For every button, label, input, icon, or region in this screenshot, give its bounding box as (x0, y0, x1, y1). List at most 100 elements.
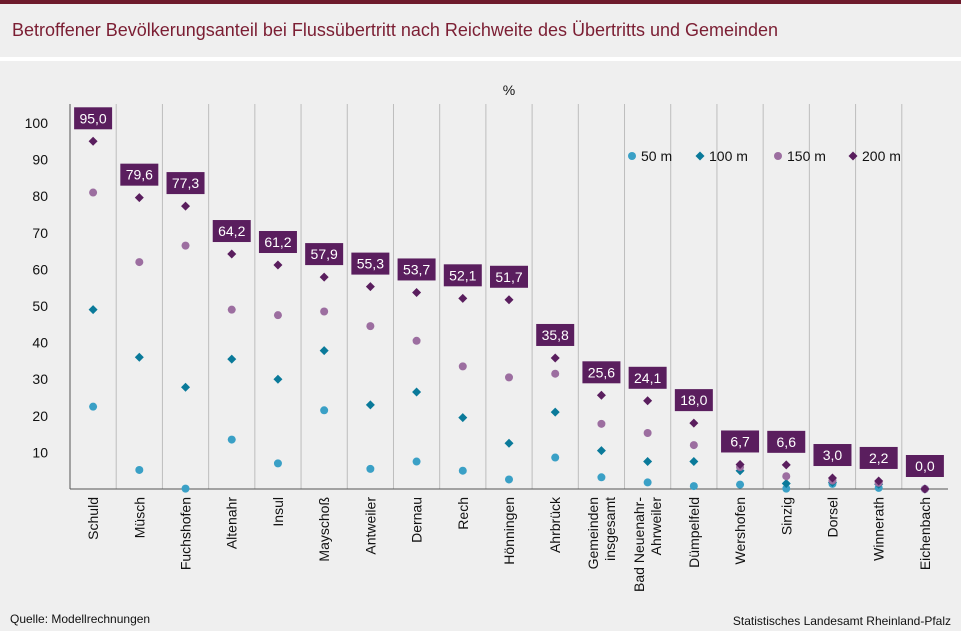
x-tick-label-line: Schuld (85, 497, 101, 540)
data-label: 61,2 (258, 231, 297, 254)
x-tick-label: Dümpelfeld (686, 497, 702, 568)
x-tick-label-line: Antweiler (362, 497, 378, 555)
marker-50m (505, 475, 513, 484)
data-label: 95,0 (74, 107, 113, 130)
data-label-text: 35,8 (542, 327, 569, 343)
x-tick-label: Winnerath (871, 497, 887, 561)
data-label: 2,2 (859, 446, 898, 469)
x-tick-label-line: Müsch (131, 497, 147, 538)
data-label-box (212, 220, 251, 243)
x-tick-label-line: Eichenbach (917, 497, 933, 570)
data-label-box (258, 231, 297, 254)
data-label-text: 51,7 (495, 269, 522, 285)
x-tick-label: Rech (455, 497, 471, 530)
data-label: 35,8 (536, 323, 575, 346)
data-label-text: 6,7 (730, 433, 750, 449)
data-label-box (859, 446, 898, 469)
marker-150m (643, 429, 652, 438)
data-label-box (767, 430, 806, 453)
data-label-box (74, 107, 113, 130)
marker-150m (505, 373, 513, 382)
marker-50m (89, 402, 98, 411)
data-label-box (443, 264, 482, 287)
marker-150m (782, 472, 791, 481)
marker-200m (874, 476, 884, 486)
data-label-box (120, 163, 159, 186)
data-label-box (813, 444, 852, 467)
data-label-text: 55,3 (357, 256, 384, 272)
marker-100m (596, 446, 606, 456)
marker-50m (227, 435, 236, 444)
marker-50m (643, 478, 652, 487)
marker-50m (181, 484, 190, 493)
marker-150m (366, 322, 375, 331)
y-tick-label: 80 (32, 188, 48, 204)
data-label-text: 52,1 (449, 267, 476, 283)
marker-150m (227, 305, 236, 314)
x-tick-label-line: Hönningen (501, 497, 517, 565)
data-label-box (536, 323, 575, 346)
marker-150m (89, 188, 98, 197)
x-tick-label: Gemeinden insgesamt (585, 497, 618, 569)
marker-200m (88, 136, 98, 146)
marker-200m (273, 260, 283, 270)
marker-100m (273, 374, 283, 384)
x-tick-label-line: Bad Neuenahr- (631, 497, 647, 592)
marker-200m (550, 353, 560, 363)
legend-label: 50 m (641, 148, 672, 164)
legend-marker (695, 151, 705, 161)
data-label: 77,3 (166, 172, 205, 195)
x-tick-labels: Schuld Müsch Fuchshofen Altenahr Insul Maysch… (85, 496, 933, 592)
legend-marker (774, 152, 782, 160)
axes (69, 104, 948, 490)
x-tick-label-line: Wershofen (732, 497, 748, 564)
marker-150m (273, 311, 282, 320)
marker-50m (551, 453, 560, 462)
marker-50m (412, 457, 421, 466)
data-label: 51,7 (490, 265, 528, 288)
x-tick-label: Hönningen (501, 497, 517, 565)
marker-200m (458, 293, 468, 303)
legend-label: 200 m (862, 148, 901, 164)
data-label-text: 57,9 (311, 246, 338, 262)
data-label-text: 24,1 (634, 370, 661, 386)
x-tick-label: Wershofen (732, 497, 748, 564)
x-tick-label-line: Winnerath (871, 497, 887, 561)
data-label: 79,6 (120, 163, 159, 186)
x-tick-label: Sinzig (778, 497, 794, 535)
y-tick-labels: 10 20 30 40 50 60 70 80 90 100 (25, 115, 49, 460)
marker-200m (181, 201, 191, 211)
x-tick-label: Bad Neuenahr- Ahrweiler (631, 497, 664, 592)
marker-150m (181, 241, 190, 250)
legend-label: 100 m (709, 148, 748, 164)
marker-200m (319, 272, 329, 282)
marker-150m (320, 307, 329, 316)
marker-200m (596, 390, 606, 400)
marker-200m (827, 473, 837, 483)
data-label: 57,9 (305, 243, 344, 266)
data-label-text: 25,6 (588, 364, 615, 380)
data-label-text: 64,2 (218, 223, 245, 239)
x-tick-label: Dernau (409, 497, 425, 543)
marker-100m (181, 382, 191, 392)
x-tick-label: Müsch (131, 497, 147, 538)
data-label-text: 6,6 (777, 434, 797, 450)
marker-200m (920, 484, 930, 494)
data-label-box (628, 366, 667, 389)
x-tick-label-line: Sinzig (778, 497, 794, 535)
x-tick-label: Eichenbach (917, 497, 933, 570)
marker-150m (597, 419, 606, 428)
marker-150m (551, 369, 560, 378)
top-accent-bar (0, 0, 961, 4)
data-label-box (674, 389, 713, 412)
data-label: 6,7 (721, 430, 760, 453)
y-tick-label: 60 (32, 261, 48, 277)
y-tick-label: 50 (32, 298, 48, 314)
legend-label: 150 m (787, 148, 826, 164)
data-label: 3,0 (813, 444, 852, 467)
x-tick-label-line: Dorsel (824, 497, 840, 537)
data-labels: 95,0 79,6 77,3 64,2 61,2 57,9 55,3 53,7 52,1 51,7… (74, 107, 944, 477)
data-label-text: 53,7 (403, 261, 430, 277)
x-tick-label-line: Ahrbrück (547, 496, 563, 553)
data-label-box (905, 455, 944, 477)
